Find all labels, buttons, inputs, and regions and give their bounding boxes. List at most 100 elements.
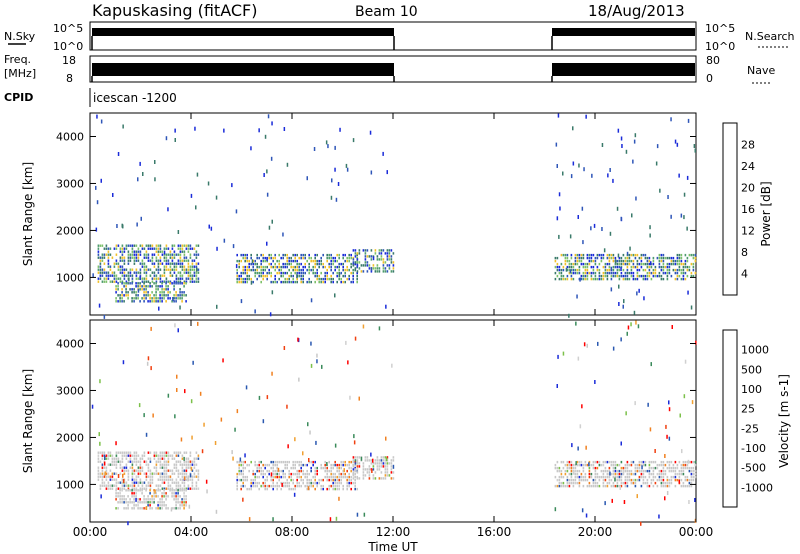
- data-cell: [191, 481, 194, 484]
- data-cell: [141, 262, 144, 265]
- data-cell: [298, 469, 300, 473]
- data-cell: [161, 288, 163, 291]
- data-cell: [349, 395, 351, 400]
- data-cell: [119, 481, 122, 484]
- data-cell: [195, 256, 198, 259]
- data-cell: [632, 478, 635, 482]
- data-cell: [167, 393, 170, 398]
- data-cell: [117, 294, 119, 297]
- data-cell: [137, 504, 139, 507]
- data-cell: [270, 274, 272, 278]
- data-cell: [181, 247, 184, 250]
- data-cell: [159, 300, 161, 303]
- data-cell: [604, 274, 607, 278]
- data-cell: [163, 256, 166, 259]
- data-cell: [175, 451, 178, 454]
- data-cell: [592, 265, 595, 269]
- data-cell: [666, 434, 668, 439]
- data-cell: [302, 481, 304, 485]
- data-cell: [121, 498, 123, 501]
- data-cell: [580, 463, 583, 467]
- data-cell: [630, 271, 633, 275]
- data-cell: [169, 469, 172, 472]
- data-cell: [382, 258, 385, 261]
- data-cell: [123, 277, 126, 280]
- data-cell: [606, 271, 609, 275]
- data-cell: [274, 463, 276, 467]
- data-cell: [296, 460, 298, 464]
- data-cell: [578, 478, 581, 482]
- data-cell: [576, 463, 579, 467]
- data-cell: [284, 466, 286, 470]
- data-cell: [282, 271, 284, 275]
- data-cell: [177, 498, 179, 501]
- data-cell: [246, 478, 248, 482]
- data-cell: [101, 457, 104, 460]
- data-cell: [334, 293, 336, 298]
- data-cell: [320, 277, 322, 281]
- data-cell: [340, 478, 342, 482]
- data-cell: [127, 274, 130, 277]
- data-cell: [292, 259, 294, 263]
- data-cell: [195, 262, 198, 265]
- data-cell: [185, 256, 188, 259]
- data-cell: [175, 478, 178, 481]
- data-cell: [313, 147, 316, 151]
- data-cell: [340, 262, 342, 266]
- data-cell: [324, 466, 326, 470]
- data-cell: [131, 291, 133, 294]
- data-cell: [566, 277, 569, 281]
- data-cell: [372, 256, 375, 261]
- data-cell: [326, 256, 328, 260]
- data-cell: [594, 274, 597, 278]
- data-cell: [97, 265, 100, 268]
- data-cell: [612, 463, 615, 467]
- data-cell: [306, 478, 308, 482]
- data-cell: [582, 240, 584, 245]
- data-cell: [119, 268, 122, 271]
- data-cell: [608, 460, 611, 464]
- data-cell: [600, 463, 603, 467]
- data-cell: [338, 277, 340, 281]
- data-cell: [290, 280, 292, 284]
- data-cell: [347, 360, 349, 365]
- data-cell: [137, 484, 140, 487]
- data-cell: [384, 459, 387, 462]
- data-cell: [348, 463, 350, 467]
- data-cell: [364, 249, 367, 252]
- data-cell: [688, 469, 691, 473]
- data-cell: [570, 277, 573, 281]
- data-cell: [129, 274, 132, 277]
- data-cell: [115, 253, 118, 256]
- data-cell: [235, 209, 238, 214]
- data-cell: [143, 253, 146, 256]
- data-cell: [583, 342, 586, 347]
- data-cell: [163, 478, 166, 481]
- data-cell: [634, 466, 637, 470]
- data-cell: [596, 253, 599, 257]
- data-cell: [318, 277, 320, 281]
- data-cell: [620, 481, 623, 485]
- data-cell: [670, 256, 673, 260]
- data-cell: [314, 280, 316, 284]
- data-cell: [153, 489, 155, 492]
- nsearch-label: N.Search: [745, 30, 795, 43]
- data-cell: [560, 271, 563, 275]
- data-cell: [634, 472, 637, 476]
- data-cell: [334, 478, 336, 482]
- data-cell: [626, 469, 629, 473]
- data-cell: [189, 466, 192, 469]
- data-cell: [620, 460, 623, 464]
- data-cell: [668, 268, 671, 272]
- data-cell: [586, 484, 589, 488]
- data-cell: [131, 495, 133, 498]
- data-cell: [149, 475, 152, 478]
- data-cell: [660, 478, 663, 482]
- data-cell: [181, 498, 183, 501]
- data-cell: [113, 271, 116, 274]
- data-cell: [269, 312, 272, 317]
- data-cell: [171, 253, 174, 256]
- data-cell: [604, 469, 607, 473]
- data-cell: [95, 227, 98, 232]
- data-cell: [572, 262, 575, 266]
